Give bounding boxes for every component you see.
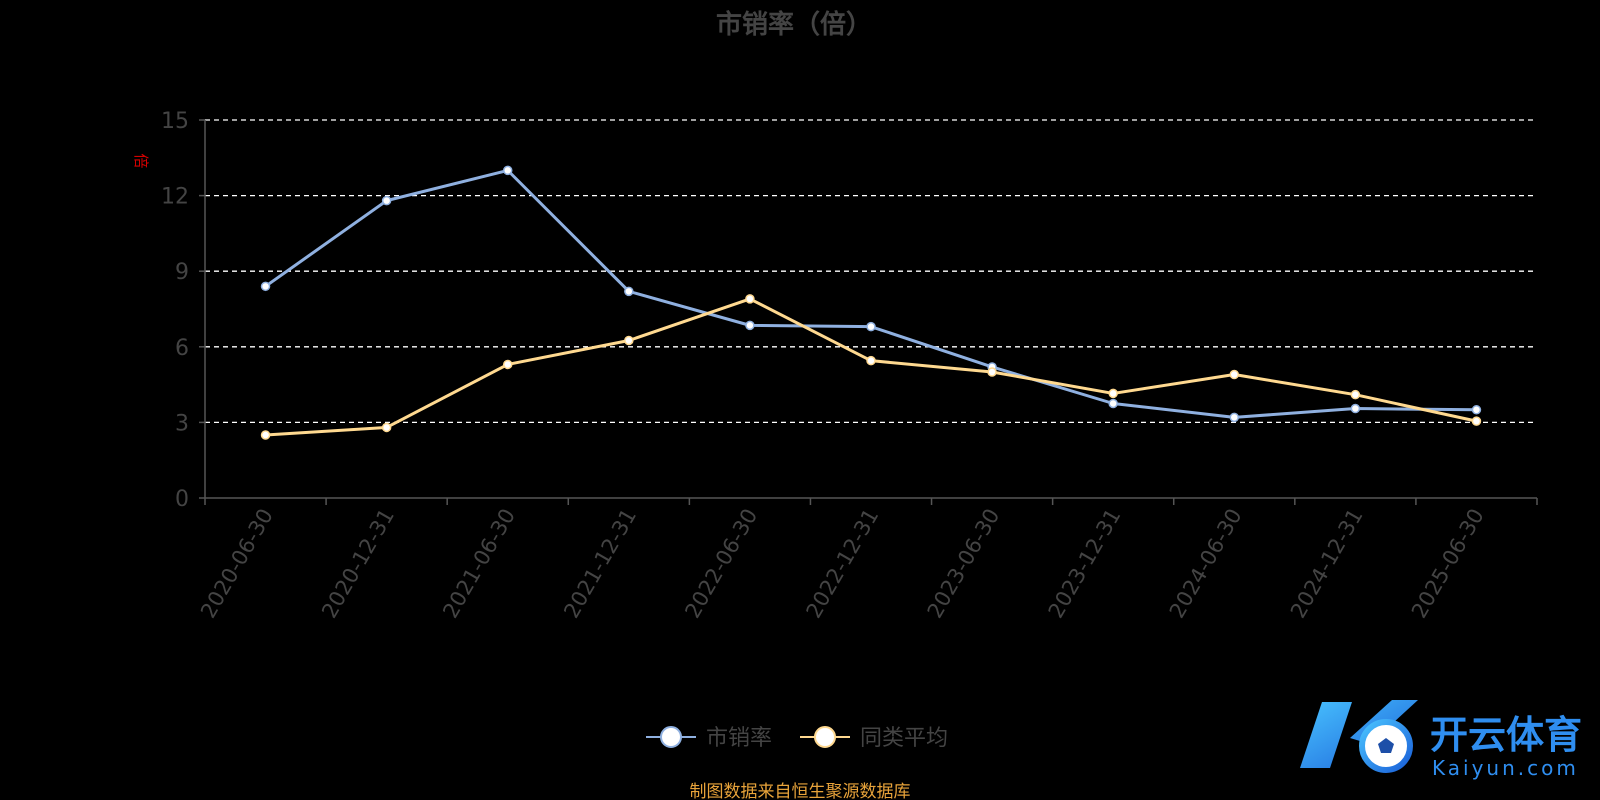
data-point[interactable] <box>381 195 392 206</box>
data-point[interactable] <box>260 430 271 440</box>
data-point[interactable] <box>381 422 392 433</box>
source-note: 制图数据来自恒生聚源数据库 <box>690 782 911 800</box>
x-tick-label: 2021-12-31 <box>559 505 641 623</box>
series-1 <box>260 165 1482 423</box>
series-line <box>264 168 1477 419</box>
y-tick-label: 3 <box>175 411 189 436</box>
grid-lines <box>205 119 1537 424</box>
x-tick-label: 2020-06-30 <box>196 505 278 623</box>
y-tick-label: 9 <box>175 260 189 285</box>
data-point[interactable] <box>1108 398 1118 409</box>
y-tick-label: 0 <box>175 487 189 512</box>
legend-label: 市销率 <box>706 726 772 751</box>
x-tick-label: 2022-06-30 <box>680 505 762 623</box>
axes <box>204 120 1537 499</box>
y-axis-ticks: 0 3 6 9 12 15 <box>161 109 205 512</box>
x-tick-label: 2020-12-31 <box>317 505 399 623</box>
watermark-brand-en: Kaiyun.com <box>1432 756 1579 780</box>
legend-swatch-marker <box>814 726 836 748</box>
watermark-brand-cn: 开云体育 <box>1430 713 1582 757</box>
series-line <box>265 297 1477 437</box>
y-tick-label: 15 <box>161 109 189 134</box>
y-tick-label: 12 <box>161 185 189 210</box>
data-point[interactable] <box>1471 405 1482 415</box>
data-point[interactable] <box>1471 416 1482 426</box>
data-point[interactable] <box>866 355 876 366</box>
data-point[interactable] <box>1108 388 1118 399</box>
data-point[interactable] <box>502 165 513 176</box>
data-point[interactable] <box>745 320 755 331</box>
data-point[interactable] <box>866 321 876 332</box>
chart-title: 市销率（倍） <box>716 9 872 40</box>
y-axis-unit: 倍 <box>132 153 150 168</box>
y-tick-label: 6 <box>175 336 189 361</box>
logo-k-mark <box>1300 700 1418 768</box>
watermark-logo: 开云体育 Kaiyun.com <box>1300 700 1582 780</box>
data-point[interactable] <box>1229 412 1240 423</box>
legend: 市销率 同类平均 <box>646 726 948 751</box>
series-layer <box>260 165 1482 440</box>
x-tick-label: 2025-06-30 <box>1407 505 1489 623</box>
data-point[interactable] <box>1350 403 1361 414</box>
x-tick-label: 2021-06-30 <box>438 505 520 623</box>
soccer-ball-patch <box>1378 738 1394 753</box>
data-point[interactable] <box>1350 389 1361 400</box>
x-tick-label: 2022-12-31 <box>802 505 884 623</box>
series-2 <box>260 294 1482 440</box>
data-point[interactable] <box>987 367 997 377</box>
data-point[interactable] <box>502 359 513 370</box>
data-point[interactable] <box>1229 369 1240 380</box>
data-point[interactable] <box>624 286 634 297</box>
x-tick-label: 2023-06-30 <box>923 505 1005 623</box>
legend-label: 同类平均 <box>860 726 948 751</box>
legend-item-series-2[interactable]: 同类平均 <box>800 726 948 751</box>
x-tick-label: 2024-12-31 <box>1286 505 1368 623</box>
legend-item-series-1[interactable]: 市销率 <box>646 726 772 751</box>
x-tick-label: 2023-12-31 <box>1044 505 1126 623</box>
data-point[interactable] <box>624 335 634 346</box>
x-tick-label: 2024-06-30 <box>1165 505 1247 623</box>
x-axis-ticks: 2020-06-30 2020-12-31 2021-06-30 2021-12-31… <box>196 498 1538 623</box>
legend-swatch-marker <box>660 726 682 748</box>
data-point[interactable] <box>260 281 271 292</box>
data-point[interactable] <box>745 294 755 304</box>
